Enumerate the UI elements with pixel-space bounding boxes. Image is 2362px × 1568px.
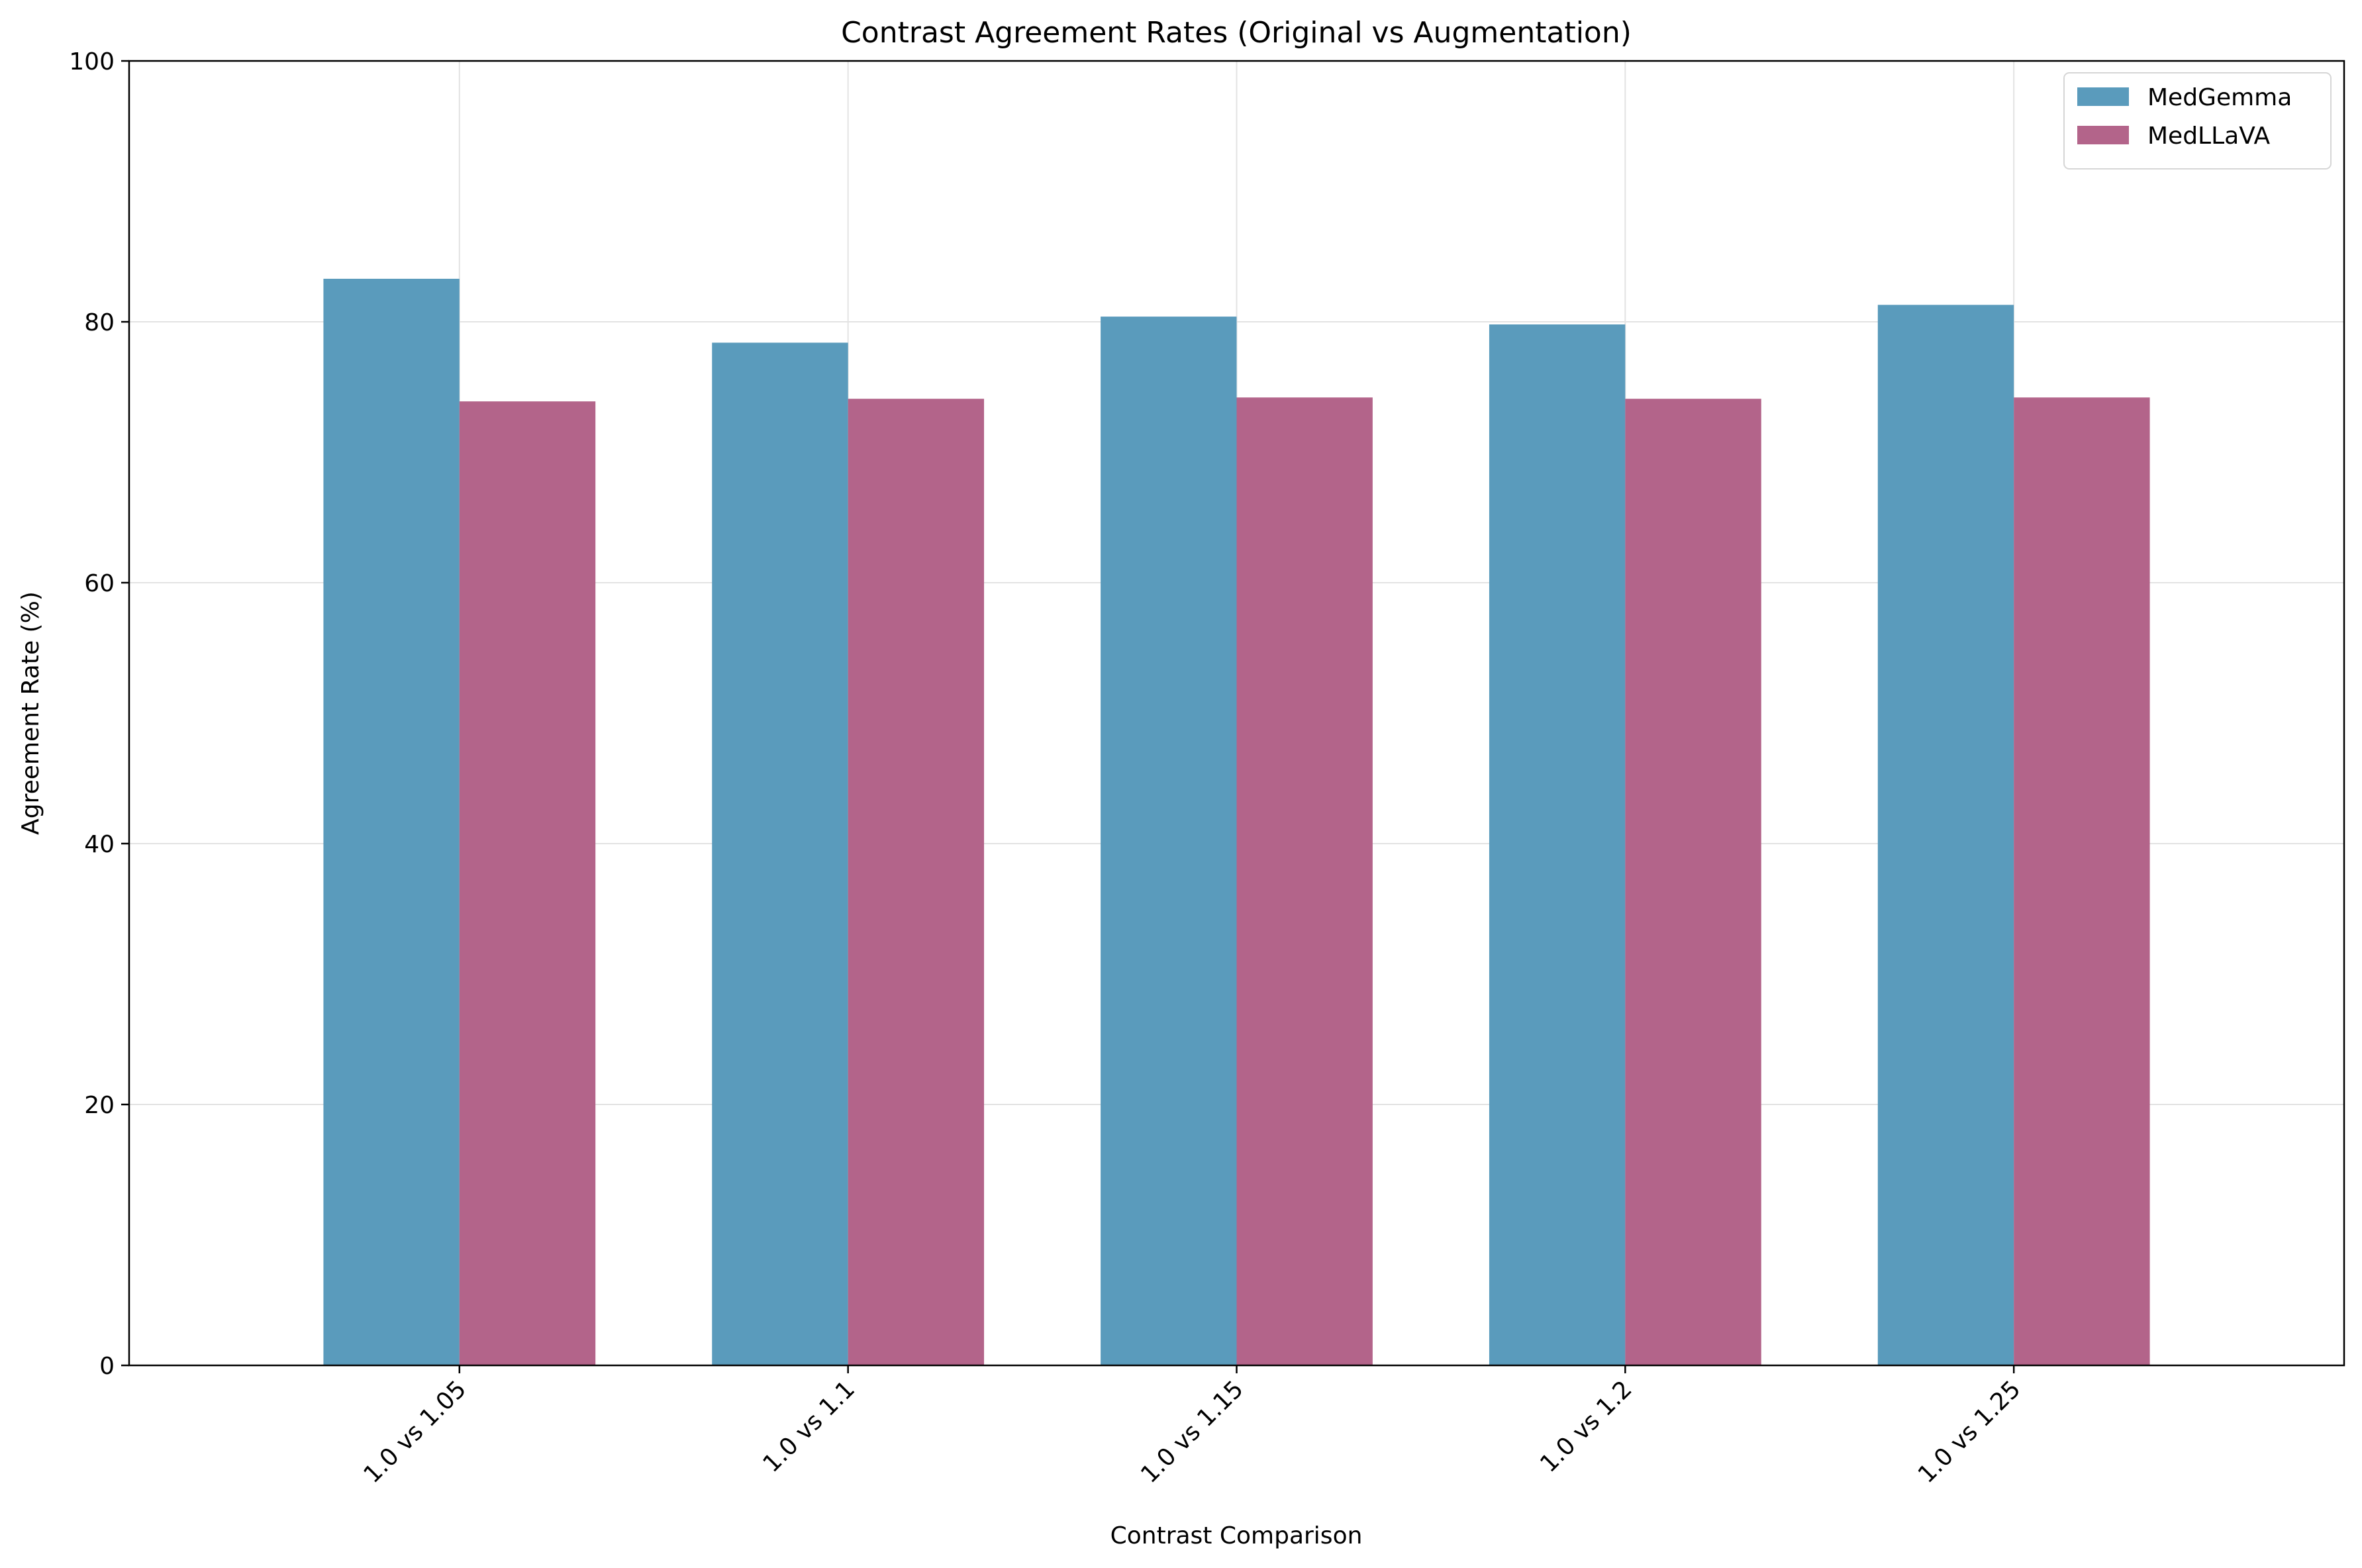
bar-medgemma-0	[323, 278, 460, 1365]
x-tick-label: 1.0 vs 1.1	[758, 1375, 860, 1477]
bars	[323, 278, 2150, 1366]
x-tick-label: 1.0 vs 1.25	[1913, 1375, 2026, 1489]
legend-box	[2063, 72, 2332, 170]
bar-medgemma-3	[1489, 324, 1626, 1366]
bar-medgemma-2	[1101, 317, 1237, 1365]
bar-medgemma-1	[712, 342, 848, 1365]
y-axis-label: Agreement Rate (%)	[17, 591, 44, 835]
x-tick-label: 1.0 vs 1.15	[1136, 1375, 1249, 1489]
legend: MedGemma MedLLaVA	[2063, 72, 2332, 170]
x-tick-label: 1.0 vs 1.2	[1535, 1375, 1637, 1477]
bar-medllava-4	[2014, 397, 2150, 1365]
legend-label-medllava: MedLLaVA	[2147, 122, 2271, 150]
bar-medgemma-4	[1877, 305, 2014, 1365]
y-tick-label: 100	[69, 48, 115, 75]
y-tick-label: 40	[84, 831, 115, 858]
y-tick-label: 60	[84, 570, 115, 597]
legend-swatch-medllava	[2077, 126, 2129, 144]
bar-medllava-2	[1236, 397, 1373, 1365]
bar-medllava-3	[1625, 399, 1761, 1365]
bar-medllava-1	[848, 399, 985, 1365]
x-axis-label: Contrast Comparison	[1110, 1522, 1363, 1549]
legend-swatch-medgemma	[2077, 87, 2129, 106]
bar-medllava-0	[459, 401, 596, 1366]
y-tick-label: 20	[84, 1092, 115, 1119]
chart-title: Contrast Agreement Rates (Original vs Au…	[841, 16, 1632, 50]
y-tick-label: 80	[84, 309, 115, 336]
y-tick-label: 0	[99, 1353, 115, 1380]
x-tick-label: 1.0 vs 1.05	[359, 1375, 472, 1489]
legend-label-medgemma: MedGemma	[2147, 84, 2292, 111]
